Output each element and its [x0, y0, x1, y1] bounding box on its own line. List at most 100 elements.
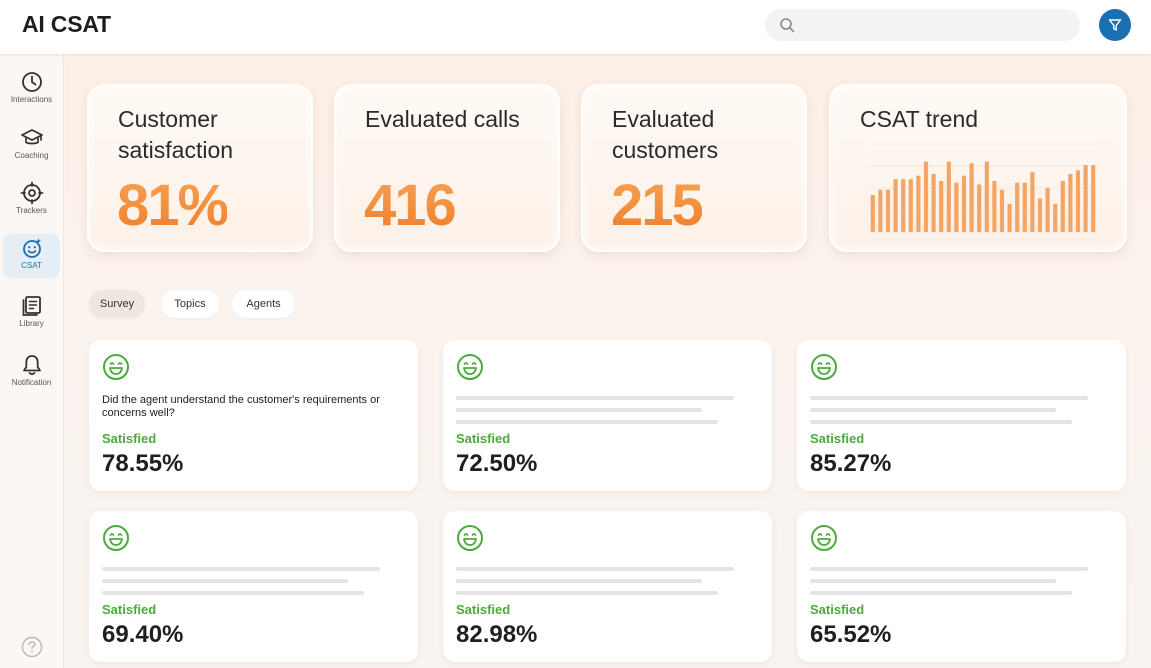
status-label: Satisfied	[810, 431, 865, 446]
survey-question: Did the agent understand the customer's …	[102, 394, 380, 419]
help-icon[interactable]	[21, 636, 43, 658]
sidebar-item-library[interactable]: Library	[3, 292, 60, 336]
chart-bar	[1075, 170, 1081, 232]
survey-card[interactable]: Satisfied 82.98%	[443, 511, 772, 662]
crosshair-icon	[20, 181, 43, 205]
status-label: Satisfied	[102, 431, 157, 446]
chart-bar	[1053, 203, 1058, 232]
stat-card-csat-trend: CSAT trend	[829, 84, 1127, 252]
sidebar-item-csat[interactable]: CSAT	[3, 234, 60, 278]
status-label: Satisfied	[810, 602, 865, 617]
stat-value: 416	[364, 173, 457, 238]
filter-icon	[1108, 19, 1122, 31]
status-label: Satisfied	[456, 431, 511, 446]
placeholder-line	[456, 579, 702, 583]
placeholder-line	[102, 579, 348, 583]
placeholder-line	[810, 420, 1072, 424]
chart-bar	[961, 175, 967, 232]
stat-card-evaluated-customers: Evaluated customers 215	[581, 84, 807, 252]
chart-bar	[1045, 188, 1050, 232]
satisfaction-value: 72.50%	[456, 450, 538, 477]
sidebar-item-label: Notification	[11, 378, 52, 387]
search-icon	[780, 18, 795, 33]
header-bar: AI CSAT	[0, 0, 1151, 54]
stat-value: 215	[611, 173, 704, 238]
smiley-icon	[22, 238, 41, 258]
placeholder-line	[456, 567, 734, 571]
sidebar: Interactions Coaching Trackers CSAT	[0, 54, 64, 668]
sidebar-item-label: Library	[19, 319, 44, 328]
status-label: Satisfied	[456, 602, 511, 617]
stat-title: Customer satisfaction	[118, 106, 234, 163]
satisfaction-value: 78.55%	[102, 450, 184, 477]
stat-title: Evaluated customers	[612, 106, 719, 163]
smiley-icon	[457, 354, 483, 380]
tab-survey[interactable]: Survey	[89, 290, 145, 318]
bell-icon	[22, 355, 41, 376]
search-input[interactable]	[803, 15, 1068, 35]
chart-bar	[969, 163, 974, 232]
status-label: Satisfied	[102, 602, 157, 617]
survey-card[interactable]: Satisfied 65.52%	[797, 511, 1126, 662]
chart-bar	[908, 179, 913, 232]
placeholder-line	[456, 396, 734, 400]
satisfaction-value: 69.40%	[102, 621, 184, 648]
clock-icon	[21, 72, 42, 92]
chart-bar	[1068, 173, 1073, 232]
chart-bar	[1007, 203, 1012, 232]
sidebar-item-label: Interactions	[10, 95, 53, 104]
chart-bar	[992, 180, 997, 232]
chart-bar	[999, 189, 1005, 232]
smiley-icon	[457, 525, 483, 551]
chart-bar	[893, 179, 898, 232]
survey-card[interactable]: Satisfied 72.50%	[443, 340, 772, 491]
chart-bar	[878, 189, 883, 232]
tab-agents[interactable]: Agents	[232, 290, 295, 318]
placeholder-line	[456, 591, 718, 595]
chart-bar	[923, 161, 929, 232]
chart-bar	[1060, 180, 1065, 232]
search-box[interactable]	[765, 9, 1080, 41]
survey-card[interactable]: Satisfied 85.27%	[797, 340, 1126, 491]
placeholder-line	[102, 591, 364, 595]
graduation-cap-icon	[20, 129, 43, 145]
chart-bar	[977, 184, 982, 232]
chart-bar	[901, 179, 906, 232]
satisfaction-value: 65.52%	[810, 621, 892, 648]
chart-bar	[1015, 182, 1020, 232]
smiley-icon	[103, 525, 129, 551]
sidebar-item-label: CSAT	[21, 261, 42, 270]
placeholder-line	[810, 579, 1056, 583]
chart-bar	[1030, 172, 1035, 232]
placeholder-line	[810, 396, 1088, 400]
placeholder-line	[456, 420, 718, 424]
survey-card[interactable]: Satisfied 69.40%	[89, 511, 418, 662]
filter-button[interactable]	[1099, 9, 1131, 41]
placeholder-line	[810, 591, 1072, 595]
tab-topics[interactable]: Topics	[161, 290, 219, 318]
chart-bar	[870, 195, 875, 232]
chart-bar	[1091, 165, 1096, 232]
stat-card-customer-satisfaction: Customer satisfaction 81%	[87, 84, 313, 252]
survey-card[interactable]: Did the agent understand the customer's …	[89, 340, 418, 491]
sidebar-item-notification[interactable]: Notification	[3, 351, 60, 395]
stat-value: 81%	[117, 173, 229, 238]
trend-title: CSAT trend	[860, 106, 979, 132]
chart-bar	[1037, 198, 1043, 232]
sidebar-item-coaching[interactable]: Coaching	[3, 124, 60, 168]
smiley-icon	[103, 354, 129, 380]
sidebar-item-interactions[interactable]: Interactions	[3, 68, 60, 112]
chart-bar	[954, 182, 959, 232]
stat-title: Evaluated calls	[365, 106, 520, 132]
csat-trend-chart	[869, 143, 1097, 233]
chart-bar	[1022, 182, 1027, 232]
chart-bar	[916, 175, 921, 232]
satisfaction-value: 85.27%	[810, 450, 892, 477]
satisfaction-value: 82.98%	[456, 621, 538, 648]
chart-bar	[885, 189, 891, 232]
chart-bar	[931, 173, 936, 232]
main-content: Customer satisfaction 81% Evaluated call…	[65, 54, 1151, 668]
placeholder-line	[102, 567, 380, 571]
sidebar-item-trackers[interactable]: Trackers	[3, 179, 60, 223]
placeholder-line	[810, 567, 1088, 571]
